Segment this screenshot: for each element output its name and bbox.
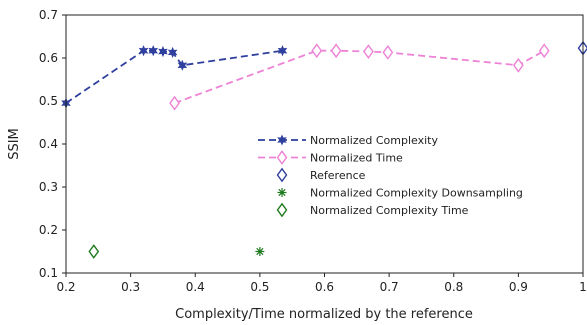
legend-marker xyxy=(276,167,288,183)
data-point xyxy=(88,244,100,259)
series-line xyxy=(65,49,283,104)
legend-marker xyxy=(276,202,288,218)
data-point xyxy=(513,57,524,73)
y-tick-label: 0.5 xyxy=(39,94,58,108)
series-layer xyxy=(61,40,587,259)
series-5 xyxy=(88,244,100,259)
legend-label: Reference xyxy=(310,169,366,182)
data-point xyxy=(158,46,168,58)
plot-frame xyxy=(65,14,584,274)
y-tick-label: 0.2 xyxy=(39,223,58,237)
y-tick-label: 0.7 xyxy=(39,8,58,22)
data-point xyxy=(363,44,374,59)
data-point xyxy=(382,45,394,60)
data-point xyxy=(177,59,188,71)
legend-item: Normalized Complexity Time xyxy=(276,202,469,218)
data-point xyxy=(169,95,180,111)
ticks-layer: 0.2 0.3 0.4 0.5 0.6 0.7 0.8 0.9 10.10.20.30.40.5… xyxy=(39,8,587,294)
x-tick-label: 1 xyxy=(579,280,587,294)
x-tick-label: 0.5 xyxy=(250,280,269,294)
data-point xyxy=(330,43,342,59)
x-tick-label: 0.7 xyxy=(380,280,399,294)
legend-item: Reference xyxy=(276,167,366,183)
data-point xyxy=(148,45,159,57)
series-2 xyxy=(169,43,550,111)
legend-label: Normalized Complexity xyxy=(310,134,438,147)
series-1 xyxy=(61,45,288,109)
y-tick-label: 0.1 xyxy=(39,266,58,280)
legend-item: Normalized Complexity Downsampling xyxy=(277,187,523,200)
y-tick-label: 0.4 xyxy=(39,137,58,151)
y-tick-label: 0.3 xyxy=(39,180,58,194)
legend-marker xyxy=(277,188,287,197)
series-4 xyxy=(255,247,265,256)
legend-item: Normalized Time xyxy=(258,150,403,165)
x-tick-label: 0.6 xyxy=(315,280,334,294)
data-point xyxy=(311,43,323,59)
legend: Normalized Complexity Normalized Time Refe… xyxy=(258,134,523,218)
data-point xyxy=(138,45,149,57)
data-point xyxy=(538,43,550,59)
legend-item: Normalized Complexity xyxy=(258,134,438,147)
legend-marker xyxy=(277,134,287,146)
x-tick-label: 0.9 xyxy=(509,280,528,294)
x-tick-label: 0.3 xyxy=(121,280,140,294)
x-axis-title: Complexity/Time normalized by the refere… xyxy=(175,307,473,322)
legend-label: Normalized Time xyxy=(310,152,403,165)
x-tick-label: 0.2 xyxy=(56,280,75,294)
y-tick-label: 0.6 xyxy=(39,51,58,65)
x-tick-label: 0.8 xyxy=(444,280,463,294)
data-point xyxy=(167,46,178,58)
x-tick-label: 0.4 xyxy=(186,280,205,294)
y-axis-title: SSIM xyxy=(7,128,22,160)
data-point xyxy=(255,247,265,256)
legend-marker xyxy=(276,150,288,165)
data-point xyxy=(277,45,288,57)
legend-label: Normalized Complexity Time xyxy=(310,204,469,217)
legend-label: Normalized Complexity Downsampling xyxy=(310,187,523,200)
